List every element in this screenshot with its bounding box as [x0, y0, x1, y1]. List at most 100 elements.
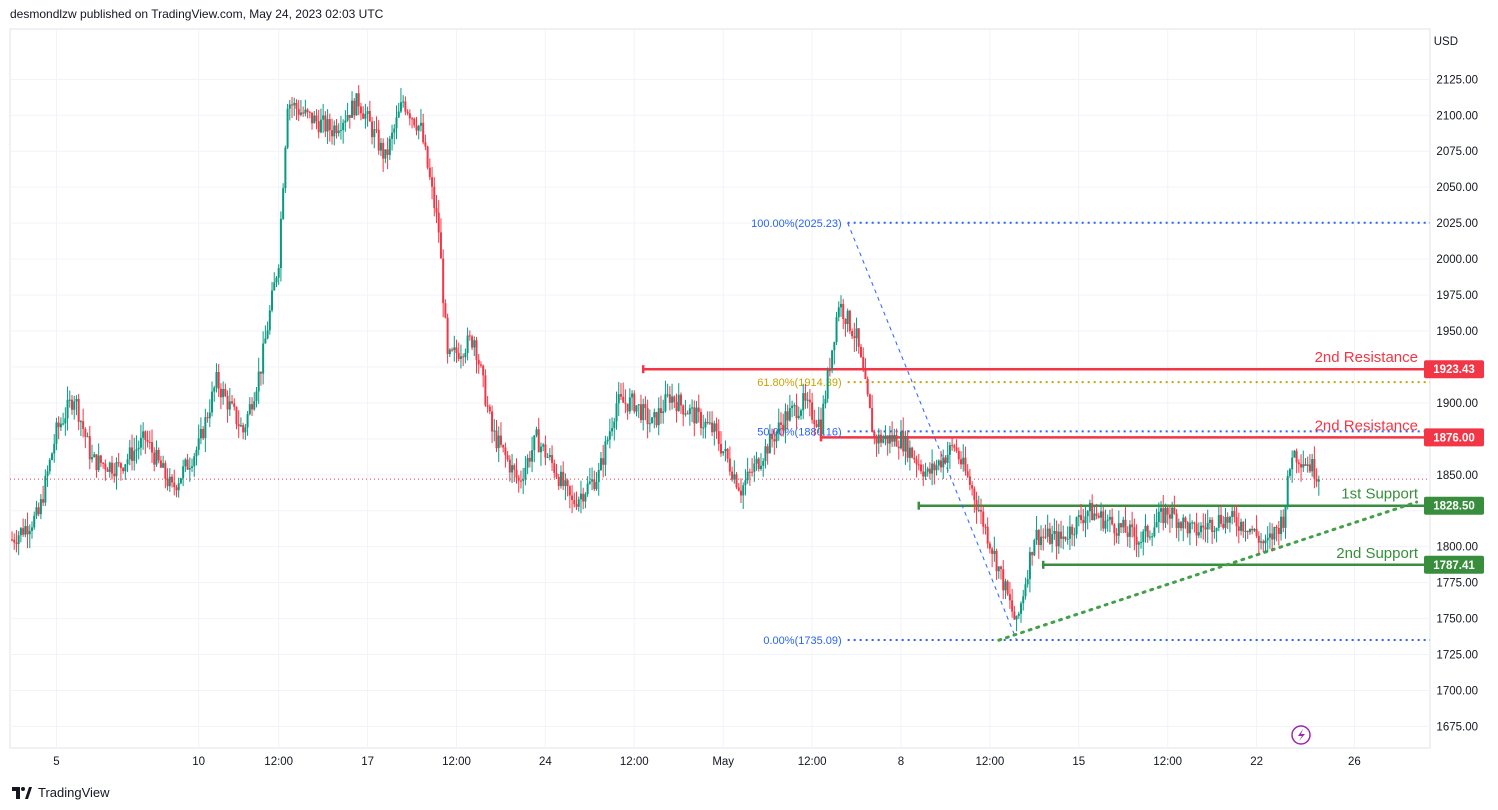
candle-body — [108, 462, 111, 472]
flash-icon[interactable] — [1291, 725, 1311, 745]
candle-body — [637, 404, 640, 406]
candle-body — [168, 476, 171, 487]
candle-body — [671, 396, 674, 403]
candle-body — [264, 338, 267, 344]
x-tick-label: 17 — [361, 756, 374, 768]
candle-body — [384, 149, 387, 159]
x-tick-label: 12:00 — [976, 756, 1005, 768]
candle-body — [1137, 542, 1140, 545]
candle-body — [53, 443, 56, 454]
candle-body — [1291, 457, 1294, 470]
candle-body — [255, 391, 258, 402]
candle-body — [824, 398, 827, 404]
candle-body — [797, 415, 800, 419]
candle-body — [1117, 523, 1120, 536]
candle-body — [568, 486, 571, 496]
candle-body — [495, 430, 498, 449]
candle-body — [702, 427, 705, 429]
candle-body — [228, 401, 231, 410]
candle-body — [144, 431, 147, 441]
candle-body — [204, 417, 207, 439]
candle-body — [922, 471, 925, 477]
candle-body — [404, 101, 407, 112]
candle-body — [64, 418, 67, 424]
candle-body — [1142, 531, 1145, 543]
candle-body — [642, 404, 645, 421]
candle-body — [802, 393, 805, 411]
candle-body — [1222, 523, 1225, 528]
candle-body — [879, 434, 882, 443]
candle-body — [675, 402, 678, 411]
candle-body — [113, 473, 116, 477]
candle-body — [19, 528, 22, 536]
candle-body — [968, 476, 971, 485]
candle-body — [768, 433, 771, 454]
candle-body — [713, 423, 716, 433]
fib-label: 0.00%(1735.09) — [763, 635, 841, 647]
candle-body — [233, 403, 236, 408]
candle-body — [1006, 581, 1009, 595]
candle-body — [613, 421, 616, 429]
candle-body — [842, 303, 845, 320]
candle-body — [1097, 515, 1100, 518]
candle-body — [684, 413, 687, 415]
candle-body — [388, 138, 391, 155]
candle-body — [102, 462, 105, 464]
candle-body — [617, 394, 620, 404]
candle-body — [1113, 524, 1116, 534]
candle-body — [1228, 516, 1231, 523]
candle-body — [342, 122, 345, 131]
candle-body — [631, 393, 634, 398]
candle-body — [1140, 542, 1143, 544]
candle-body — [1060, 531, 1063, 539]
candle-body — [891, 435, 894, 442]
candle-body — [588, 481, 591, 484]
candle-body — [686, 413, 689, 415]
price-badge — [1424, 360, 1484, 379]
candle-body — [326, 119, 329, 132]
candle-body — [604, 441, 607, 465]
candle-body — [866, 379, 869, 395]
candle-body — [813, 419, 816, 425]
candle-body — [559, 471, 562, 487]
candle-body — [59, 423, 62, 428]
resistance-label: 2nd Resistance — [1315, 349, 1418, 366]
candle-body — [966, 471, 969, 477]
candle-body — [935, 465, 938, 471]
candle-body — [988, 543, 991, 549]
candle-body — [948, 445, 951, 455]
candle-body — [624, 402, 627, 404]
candle-body — [542, 444, 545, 447]
candle-body — [171, 476, 174, 483]
candle-body — [353, 100, 356, 116]
candle-body — [733, 474, 736, 480]
candle-body — [239, 425, 242, 427]
x-tick-label: 8 — [898, 756, 904, 768]
candle-body — [693, 407, 696, 424]
candle-body — [726, 448, 729, 459]
candle-body — [633, 393, 636, 412]
x-tick-label: May — [712, 756, 734, 768]
candle-body — [482, 365, 485, 376]
candle-body — [186, 459, 189, 470]
candle-body — [862, 356, 865, 371]
y-tick-label: 2100.00 — [1436, 110, 1478, 122]
candle-body — [328, 119, 331, 131]
candle-body — [393, 128, 396, 133]
candle-body — [864, 370, 867, 380]
candle-body — [599, 458, 602, 471]
candle-body — [139, 437, 142, 448]
candle-body — [593, 479, 596, 490]
candle-body — [562, 471, 565, 487]
candle-body — [697, 407, 700, 412]
candle-body — [1042, 536, 1045, 538]
candle-body — [153, 452, 156, 465]
candle-body — [573, 499, 576, 505]
candle-body — [964, 457, 967, 472]
candle-body — [744, 480, 747, 486]
candle-body — [871, 408, 874, 432]
candle-body — [1011, 600, 1014, 612]
candle-body — [971, 484, 974, 489]
candle-body — [1073, 534, 1076, 536]
